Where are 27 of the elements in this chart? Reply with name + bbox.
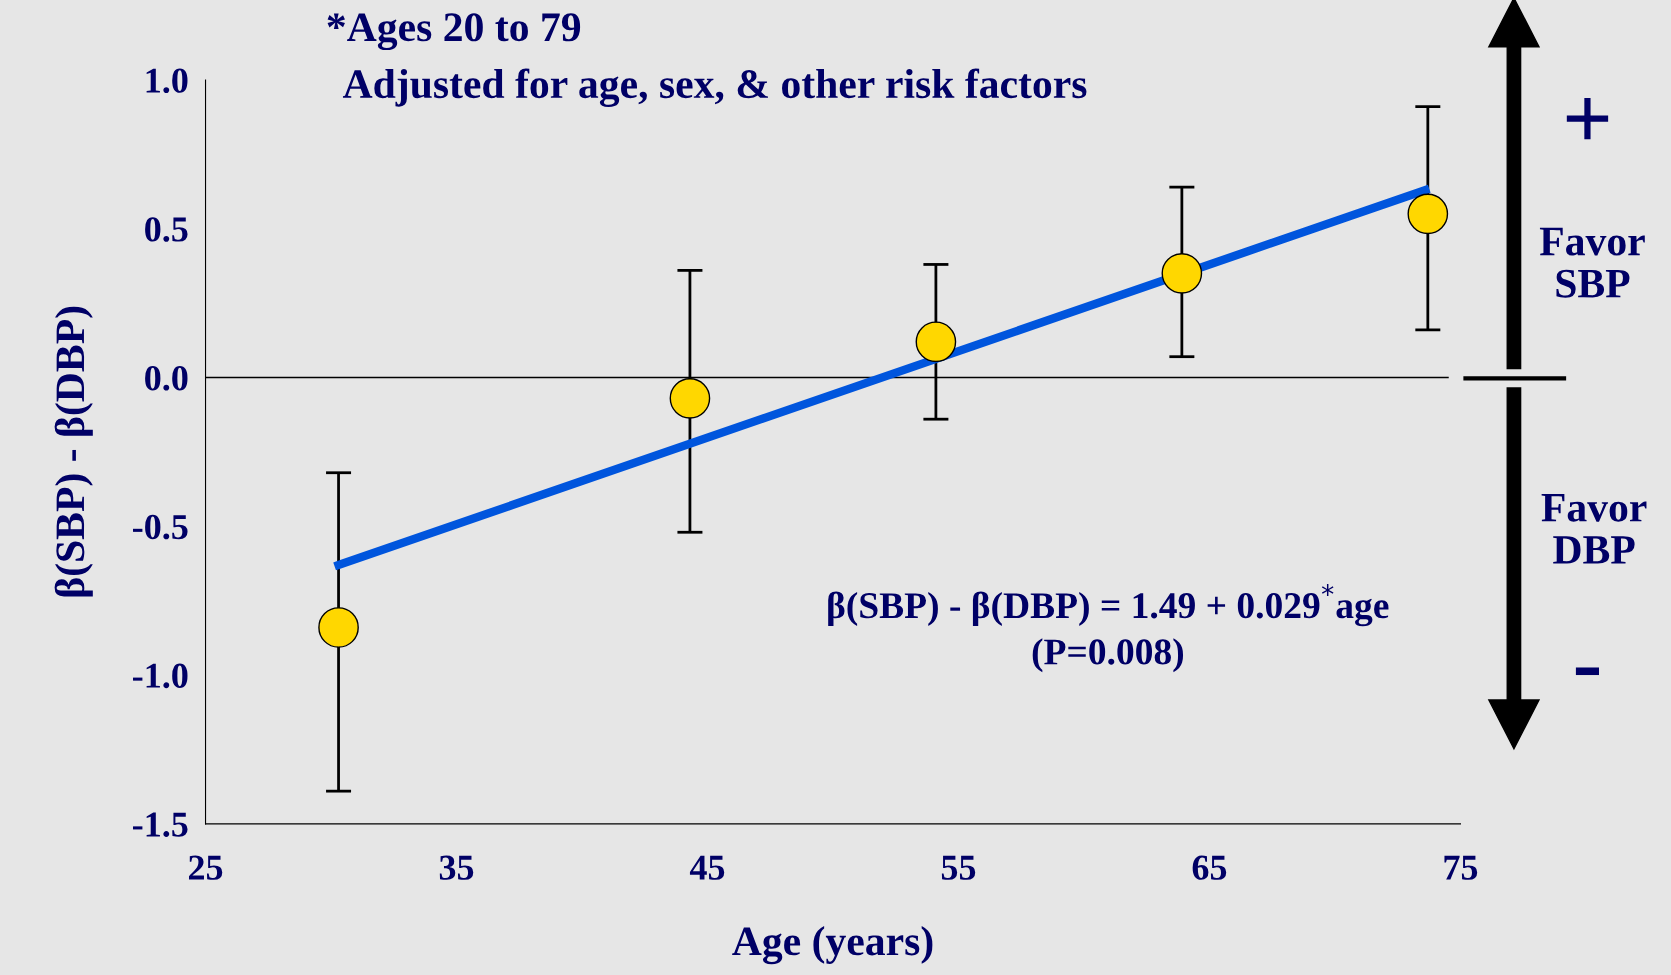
text: + xyxy=(1566,97,1609,140)
x-tick-label: 65 xyxy=(1192,855,1227,880)
chart-subtitle: Adjusted for age, sex, & other risk factors xyxy=(342,68,1087,108)
x-tick-label: 45 xyxy=(689,855,725,880)
point xyxy=(669,378,711,419)
text: Favor DBP xyxy=(1541,494,1647,564)
annotation: (P=0.008) xyxy=(1032,638,1184,673)
x-tick-label: 25 xyxy=(189,855,223,880)
y-tick-label: -1.5 xyxy=(133,812,188,837)
y-tick-label: -1.0 xyxy=(133,663,188,689)
point xyxy=(915,321,957,363)
annotation: β(SBP) - β(DBP) = 1.49 + 0.029$^{*}$age xyxy=(828,584,1389,627)
x-axis-title: Age (years) xyxy=(732,926,933,965)
y-axis-title: β(SBP) - β(DBP) xyxy=(54,306,93,597)
x-tick-label: 55 xyxy=(941,855,976,880)
point xyxy=(1161,253,1203,294)
text: - xyxy=(1575,667,1599,676)
point xyxy=(1407,193,1449,235)
y-tick-label: 0.0 xyxy=(145,366,188,391)
y-tick-label: 1.0 xyxy=(146,68,188,93)
x-tick-label: 75 xyxy=(1444,855,1478,880)
y-tick-label: -0.5 xyxy=(133,514,188,540)
text: Favor SBP xyxy=(1539,227,1645,298)
x-tick-label: 35 xyxy=(439,855,474,880)
y-tick-label: 0.5 xyxy=(145,217,188,242)
point xyxy=(318,607,359,648)
chart-title: *Ages 20 to 79 xyxy=(327,13,581,51)
